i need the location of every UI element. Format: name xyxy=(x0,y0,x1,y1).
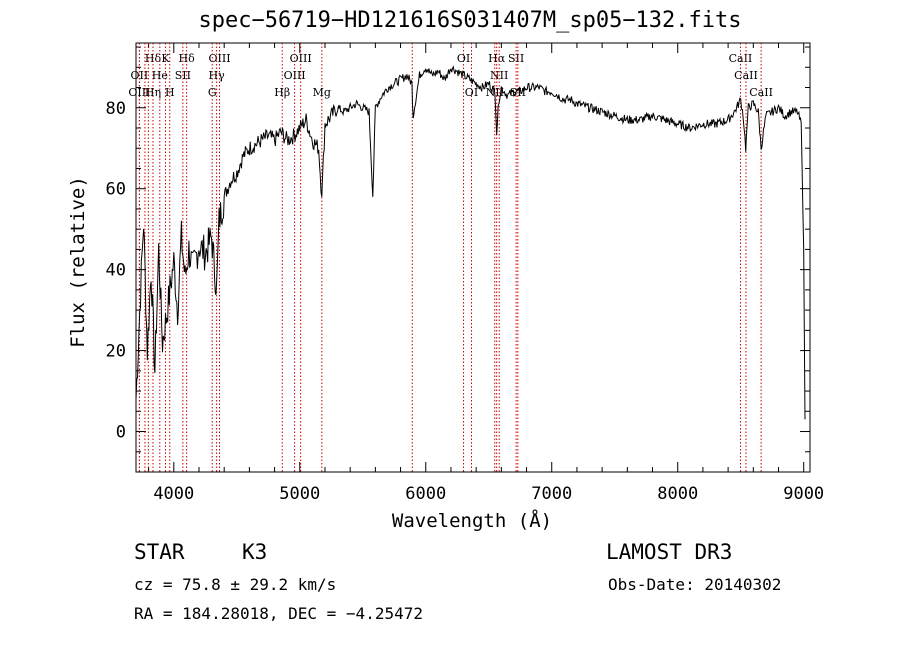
spectral-line-label: Hδ xyxy=(179,52,196,65)
x-tick-label: 8000 xyxy=(657,484,698,504)
chart-title: spec−56719−HD121616S031407M_sp05−132.fit… xyxy=(198,8,742,33)
spectral-line-label: Hγ xyxy=(209,69,226,82)
survey-name: LAMOST DR3 xyxy=(606,540,733,564)
x-axis-label: Wavelength (Å) xyxy=(391,510,553,532)
y-tick-label: 60 xyxy=(106,180,126,200)
spectral-line-label: OI xyxy=(465,86,478,99)
coordinates: RA = 184.28018, DEC = −4.25472 xyxy=(134,604,423,623)
spectral-line-label: Mg xyxy=(313,86,331,99)
spectral-line-label: CaII xyxy=(734,69,758,82)
spectral-line-label: SII xyxy=(175,69,191,82)
y-tick-label: 20 xyxy=(106,342,126,362)
x-tick-label: 5000 xyxy=(279,484,320,504)
observation-date: Obs-Date: 20140302 xyxy=(608,575,782,594)
spectral-line-label: CaII xyxy=(729,52,753,65)
spectral-line-label: He xyxy=(152,69,168,82)
spectral-line-label: Hα xyxy=(488,52,506,65)
object-type: STAR xyxy=(134,540,185,564)
spectral-line-label: Hη xyxy=(145,86,161,99)
spectral-line-label: OI xyxy=(457,52,470,65)
spectral-line-label: H xyxy=(165,86,175,99)
spectral-line-label: K xyxy=(161,52,170,65)
y-axis-label: Flux (relative) xyxy=(67,176,89,348)
spectral-line-label: NII xyxy=(490,69,508,82)
plot-axes: 4000 5000 6000 7000 8000 9000 0 20 40 60 80 xyxy=(106,42,824,504)
x-tick-label: 4000 xyxy=(153,484,194,504)
spectrum-line xyxy=(135,65,806,420)
redshift-cz: cz = 75.8 ± 29.2 km/s xyxy=(134,575,337,594)
spectral-line-label: CaII xyxy=(749,86,773,99)
x-tick-label: 6000 xyxy=(405,484,446,504)
y-tick-label: 40 xyxy=(106,261,126,281)
spectrum-series xyxy=(135,65,806,420)
plot-frame xyxy=(135,42,811,473)
spectral-subclass: K3 xyxy=(242,540,268,564)
spectral-line-label: OIII xyxy=(284,69,306,82)
x-tick-label: 7000 xyxy=(531,484,572,504)
spectral-line-label: G xyxy=(208,86,217,99)
spectral-line-label: OIII xyxy=(208,52,230,65)
spectral-line-label: OIII xyxy=(290,52,312,65)
spectral-line-label: Hβ xyxy=(274,86,290,99)
x-tick-label: 9000 xyxy=(783,484,824,504)
y-tick-label: 0 xyxy=(116,423,126,443)
y-tick-label: 80 xyxy=(106,99,126,119)
spectral-line-label: SII xyxy=(508,52,524,65)
